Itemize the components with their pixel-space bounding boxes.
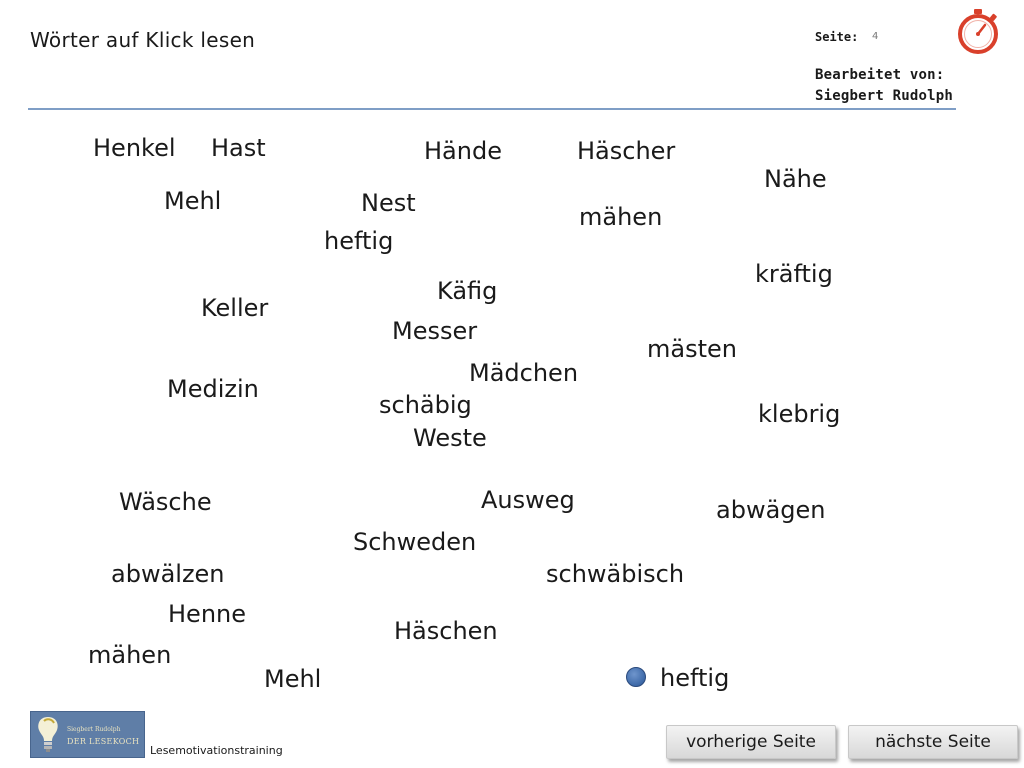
word-haescher[interactable]: Häscher	[577, 137, 676, 165]
lightbulb-icon	[38, 717, 58, 752]
word-schwaebisch[interactable]: schwäbisch	[546, 560, 685, 588]
word-mehl-2[interactable]: Mehl	[264, 665, 322, 693]
next-page-button[interactable]: nächste Seite	[848, 725, 1018, 759]
program-label: Lesemotivationstraining	[150, 744, 283, 757]
word-ausweg[interactable]: Ausweg	[481, 486, 575, 514]
dot-icon[interactable]	[626, 667, 646, 687]
header-divider	[28, 108, 956, 110]
leserkoch-logo: Siegbert Rudolph DER LESEKOCH	[30, 711, 145, 758]
stopwatch-icon[interactable]	[955, 8, 1001, 54]
word-klebrig[interactable]: klebrig	[758, 400, 841, 428]
word-abwaegen[interactable]: abwägen	[716, 496, 826, 524]
word-kaefig[interactable]: Käfig	[437, 277, 498, 305]
word-waesche[interactable]: Wäsche	[119, 488, 212, 516]
word-maehen[interactable]: mähen	[579, 203, 663, 231]
word-kraeftig[interactable]: kräftig	[755, 260, 833, 288]
word-maedchen[interactable]: Mädchen	[469, 359, 579, 387]
previous-page-button[interactable]: vorherige Seite	[666, 725, 836, 759]
word-medizin[interactable]: Medizin	[167, 375, 259, 403]
word-naehe[interactable]: Nähe	[764, 165, 827, 193]
word-messer[interactable]: Messer	[392, 317, 478, 345]
word-henkel[interactable]: Henkel	[93, 134, 176, 162]
word-mehl[interactable]: Mehl	[164, 187, 222, 215]
logo-brand: DER LESEKOCH	[67, 737, 140, 746]
word-henne[interactable]: Henne	[168, 600, 246, 628]
logo-author: Siegbert Rudolph	[67, 726, 121, 733]
word-schweden[interactable]: Schweden	[353, 528, 477, 556]
word-nest[interactable]: Nest	[361, 189, 416, 217]
edited-by-name: Siegbert Rudolph	[815, 88, 954, 104]
word-schaebig[interactable]: schäbig	[379, 391, 472, 419]
page-label: Seite:	[815, 30, 859, 44]
page-number: 4	[872, 31, 879, 42]
page-title: Wörter auf Klick lesen	[30, 28, 256, 52]
word-keller[interactable]: Keller	[201, 294, 269, 322]
word-maesten[interactable]: mästen	[647, 335, 737, 363]
word-heftig-2[interactable]: heftig	[660, 664, 730, 692]
word-haeschen[interactable]: Häschen	[394, 617, 498, 645]
word-abwaelzen[interactable]: abwälzen	[111, 560, 225, 588]
word-maehen-2[interactable]: mähen	[88, 641, 172, 669]
word-haende[interactable]: Hände	[424, 137, 502, 165]
word-hast[interactable]: Hast	[211, 134, 266, 162]
word-weste[interactable]: Weste	[413, 424, 487, 452]
word-heftig[interactable]: heftig	[324, 227, 394, 255]
edited-by-label: Bearbeitet von:	[815, 67, 945, 83]
